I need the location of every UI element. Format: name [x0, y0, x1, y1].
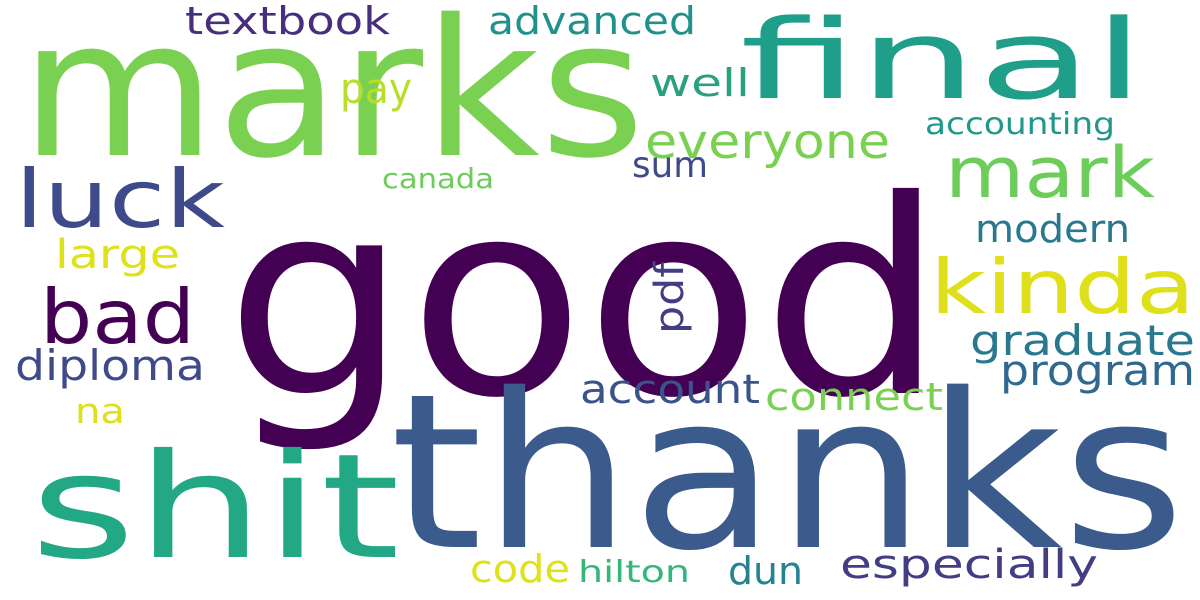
word-kinda: kinda — [930, 243, 1195, 331]
word-modern: modern — [975, 207, 1130, 251]
word-especially: especially — [840, 542, 1098, 588]
word-code: code — [470, 547, 570, 591]
word-shit: shit — [30, 423, 400, 592]
word-pdf: pdf — [647, 262, 693, 334]
word-good: good — [225, 142, 945, 457]
word-textbook: textbook — [185, 0, 390, 43]
word-thanks: thanks — [390, 347, 1185, 598]
word-program: program — [1000, 346, 1195, 395]
word-canada: canada — [382, 162, 494, 195]
word-sum: sum — [632, 145, 708, 186]
word-hilton: hilton — [578, 555, 690, 590]
word-well: well — [650, 61, 750, 105]
word-accounting: accounting — [925, 107, 1115, 142]
word-connect: connect — [765, 375, 943, 419]
word-diploma: diploma — [15, 341, 206, 390]
word-everyone: everyone — [645, 114, 890, 170]
word-dun: dun — [728, 549, 803, 593]
word-final: final — [740, 0, 1145, 124]
word-pay: pay — [340, 64, 412, 113]
word-luck: luck — [15, 153, 225, 246]
word-mark: mark — [945, 132, 1155, 214]
word-large: large — [55, 232, 180, 278]
word-account: account — [580, 367, 760, 413]
word-graduate: graduate — [970, 316, 1195, 365]
word-na: na — [75, 392, 125, 432]
word-marks: marks — [20, 0, 645, 200]
word-advanced: advanced — [488, 0, 696, 43]
word-bad: bad — [40, 273, 195, 361]
